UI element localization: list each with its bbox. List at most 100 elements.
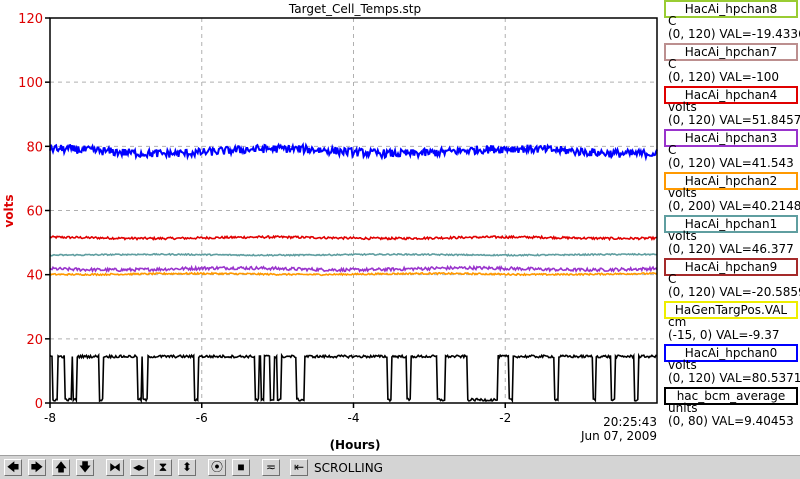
grid-lines	[49, 18, 657, 403]
legend-entry[interactable]: HacAi_hpchan3 C (0, 120) VAL=41.543	[662, 129, 800, 170]
legend-entry[interactable]: HacAi_hpchan9 C (0, 120) VAL=-20.5859	[662, 258, 800, 299]
legend-range: (0, 120)	[668, 285, 716, 299]
series-lines	[49, 141, 658, 404]
chart-title: Target_Cell_Temps.stp	[288, 2, 421, 16]
legend-current-value: VAL=51.8457	[719, 113, 800, 127]
legend-entry[interactable]: HacAi_hpchan7 C (0, 120) VAL=-100	[662, 43, 800, 84]
legend-series-name[interactable]: HacAi_hpchan0	[664, 344, 798, 362]
y-tick-label-0: 0	[35, 397, 43, 412]
legend-series-name[interactable]: hac_bcm_average	[664, 387, 798, 405]
legend-entry[interactable]: HacAi_hpchan8 C (0, 120) VAL=-19.4336	[662, 0, 800, 41]
series-line-hacai-hpchan3	[49, 264, 658, 274]
legend-series-name[interactable]: HacAi_hpchan9	[664, 258, 798, 276]
zoom-in-horizontal-button[interactable]: ⧓	[106, 459, 124, 476]
x-tick-label-2: -4	[348, 411, 360, 425]
zoom-out-horizontal-button[interactable]: ◂▸	[130, 459, 148, 476]
legend-entry[interactable]: HaGenTargPos.VAL cm (-15, 0) VAL=-9.37	[662, 301, 800, 342]
legend-current-value: VAL=41.543	[719, 156, 794, 170]
legend-entry[interactable]: HacAi_hpchan2 volts (0, 200) VAL=40.2148	[662, 172, 800, 213]
legend-range: (0, 120)	[668, 70, 716, 84]
legend-current-value: VAL=40.2148	[719, 199, 800, 213]
legend-value: (0, 120) VAL=-20.5859	[668, 286, 800, 299]
legend-value: (0, 120) VAL=46.377	[668, 243, 794, 256]
legend-value: (0, 120) VAL=41.543	[668, 157, 794, 170]
legend-units: units	[668, 401, 698, 415]
zoom-out-vertical-button[interactable]: ⬍	[178, 459, 196, 476]
legend-series-name[interactable]: HacAi_hpchan3	[664, 129, 798, 147]
timestamp-date: Jun 07, 2009	[580, 429, 657, 443]
strip-chart: 0 20 40 60 80 100 120 -8 -6 -4 -2 Target_Cell_Tem…	[2, 2, 658, 452]
series-line-hac-bcm-average	[49, 352, 658, 404]
legend-current-value: VAL=80.5371	[719, 371, 800, 385]
legend-current-value: VAL=-20.5859	[719, 285, 800, 299]
legend-range: (0, 80)	[668, 414, 708, 428]
y-tick-label-6: 120	[18, 12, 43, 27]
legend-units: C	[668, 272, 677, 286]
legend-entry[interactable]: HacAi_hpchan4 volts (0, 120) VAL=51.8457	[662, 86, 800, 127]
series-line-hacai-hpchan4	[49, 234, 658, 242]
series-line-hacai-hpchan0	[49, 141, 658, 162]
scroll-down-button[interactable]: 🡇	[76, 459, 94, 476]
legend-series-name[interactable]: HacAi_hpchan2	[664, 172, 798, 190]
legend-series-name[interactable]: HacAi_hpchan7	[664, 43, 798, 61]
legend-entry[interactable]: HacAi_hpchan0 volts (0, 120) VAL=80.5371	[662, 344, 800, 385]
legend-series-name[interactable]: HaGenTargPos.VAL	[664, 301, 798, 319]
scroll-up-button[interactable]: 🡅	[52, 459, 70, 476]
legend-units: C	[668, 14, 677, 28]
y-tick-label-5: 100	[18, 76, 43, 91]
legend-units: C	[668, 143, 677, 157]
legend-current-value: VAL=46.377	[719, 242, 794, 256]
legend-series-name[interactable]: HacAi_hpchan8	[664, 0, 798, 18]
legend-range: (0, 120)	[668, 113, 716, 127]
scroll-right-button[interactable]: 🡆	[28, 459, 46, 476]
series-line-hacai-hpchan1	[49, 252, 658, 258]
legend-current-value: VAL=-19.4336	[719, 27, 800, 41]
legend-current-value: VAL=-9.37	[716, 328, 780, 342]
legend-units: volts	[668, 358, 697, 372]
legend-series-name[interactable]: HacAi_hpchan4	[664, 86, 798, 104]
reset-scroll-button[interactable]: ⇤	[290, 459, 308, 476]
status-text: SCROLLING	[314, 461, 383, 475]
x-axis-label: (Hours)	[330, 438, 381, 452]
legend-units: C	[668, 57, 677, 71]
legend-current-value: VAL=9.40453	[711, 414, 794, 428]
legend-units: cm	[668, 315, 687, 329]
legend-range: (0, 120)	[668, 371, 716, 385]
legend-range: (0, 200)	[668, 199, 716, 213]
stop-button[interactable]: ■	[232, 459, 250, 476]
legend-range: (0, 120)	[668, 242, 716, 256]
legend-value: (0, 200) VAL=40.2148	[668, 200, 800, 213]
zoom-in-vertical-button[interactable]: ⧗	[154, 459, 172, 476]
legend-value: (0, 120) VAL=51.8457	[668, 114, 800, 127]
legend-value: (0, 120) VAL=-100	[668, 71, 779, 84]
toolbar: 🡄 🡆 🡅 🡇 ⧓ ◂▸ ⧗ ⬍ ⦿ ■ ≂ ⇤ SCROLLING	[0, 455, 800, 479]
legend-current-value: VAL=-100	[719, 70, 779, 84]
timestamp-time: 20:25:43	[603, 415, 657, 429]
legend-value: (0, 80) VAL=9.40453	[668, 415, 794, 428]
legend-value: (0, 120) VAL=80.5371	[668, 372, 800, 385]
y-tick-label-2: 40	[26, 269, 43, 284]
x-tick-label-1: -6	[196, 411, 208, 425]
legend-range: (0, 120)	[668, 156, 716, 170]
y-tick-label-1: 20	[26, 333, 43, 348]
legend-series-name[interactable]: HacAi_hpchan1	[664, 215, 798, 233]
legend-units: volts	[668, 229, 697, 243]
y-tick-label-3: 60	[26, 205, 43, 220]
plot-mode-button[interactable]: ≂	[262, 459, 280, 476]
x-axis: -8 -6 -4 -2	[44, 403, 511, 425]
series-line-hacai-hpchan2	[49, 271, 658, 277]
legend-units: volts	[668, 186, 697, 200]
legend-value: (-15, 0) VAL=-9.37	[668, 329, 780, 342]
legend-value: (0, 120) VAL=-19.4336	[668, 28, 800, 41]
y-axis: 0 20 40 60 80 100 120	[18, 12, 50, 412]
legend-units: volts	[668, 100, 697, 114]
legend-entry[interactable]: HacAi_hpchan1 volts (0, 120) VAL=46.377	[662, 215, 800, 256]
legend-entry[interactable]: hac_bcm_average units (0, 80) VAL=9.40453	[662, 387, 800, 428]
autoscale-button[interactable]: ⦿	[208, 459, 226, 476]
y-tick-label-4: 80	[26, 140, 43, 155]
y-axis-label: volts	[2, 194, 16, 227]
scroll-left-button[interactable]: 🡄	[4, 459, 22, 476]
legend-range: (0, 120)	[668, 27, 716, 41]
legend-range: (-15, 0)	[668, 328, 713, 342]
x-tick-label-0: -8	[44, 411, 56, 425]
